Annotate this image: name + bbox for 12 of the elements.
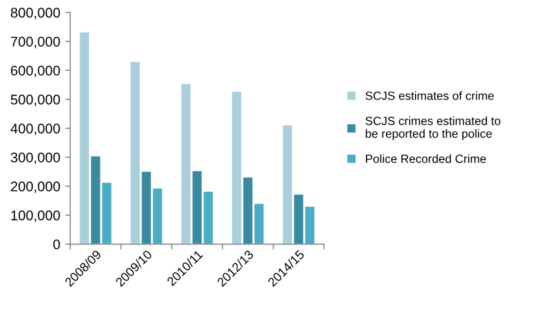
legend-label: Police Recorded Crime <box>366 154 486 163</box>
legend-label: SCJS estimates of crime <box>366 91 494 100</box>
y-tick-label: 600,000 <box>10 66 60 78</box>
y-tick-label: 700,000 <box>10 36 60 48</box>
y-tick-label: 0 <box>53 239 60 250</box>
y-tick-label: 200,000 <box>10 182 60 194</box>
y-tick-label: 800,000 <box>10 8 60 20</box>
y-tick-label: 100,000 <box>11 210 60 222</box>
legend-label: SCJS crimes estimated to be reported to the police <box>366 116 500 140</box>
y-tick-label: 400,000 <box>10 124 60 136</box>
y-tick-label: 500,000 <box>10 94 60 106</box>
y-tick-label: 300,000 <box>10 152 60 164</box>
